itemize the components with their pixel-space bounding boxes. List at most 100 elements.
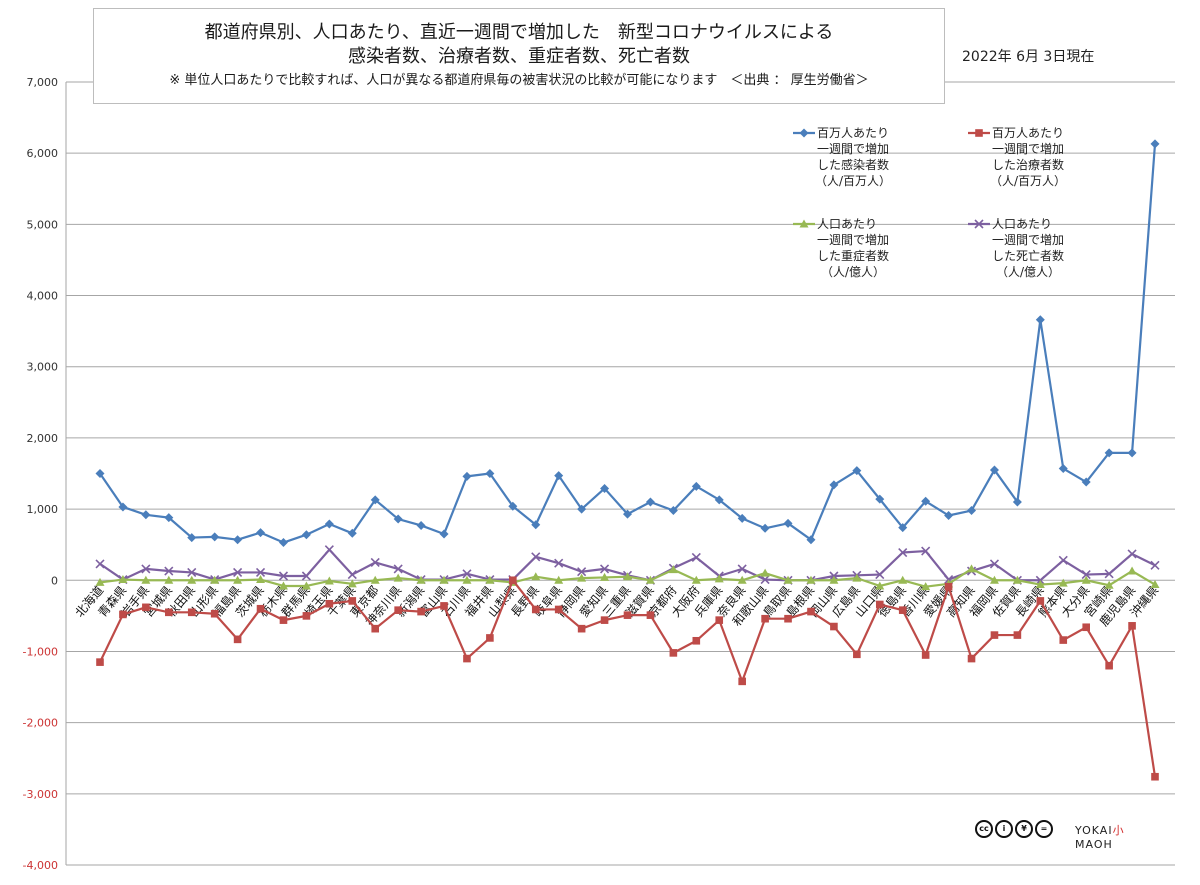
legend-label-line: した重症者数 [817,248,889,263]
data-point-square [256,604,265,613]
y-tick-label: -2,000 [23,717,58,730]
data-point-square [830,622,838,631]
data-point-square [440,602,448,610]
data-point-x-stroke [921,546,931,556]
data-point-square [1013,631,1022,639]
data-point-square [1105,661,1113,670]
data-point-triangle [531,572,541,581]
data-point-triangle [1150,580,1160,589]
data-point-triangle [164,575,174,584]
data-point-x [187,567,197,578]
legend-label-line: 百万人あたり [992,126,1064,140]
data-point-diamond [799,128,809,138]
data-point-x [599,564,610,574]
data-point-triangle [829,575,839,584]
data-point-triangle [691,575,701,584]
data-point-triangle [623,572,632,581]
data-point-x-stroke [691,552,701,563]
chart-series [95,139,1160,781]
y-tick-label: 1,000 [27,503,59,516]
data-point-triangle [1081,575,1091,584]
legend-label-line: （人/億人） [996,265,1060,279]
data-point-x-stroke [1127,549,1137,559]
y-tick-label: 2,000 [27,432,59,445]
data-point-square [417,607,425,616]
data-point-diamond [829,480,839,490]
legend-label-line: 一週間で増加 [817,233,889,247]
data-point-triangle [783,575,793,584]
series-2 [96,576,1159,781]
data-point-x [898,547,908,558]
data-point-square [348,597,357,605]
data-point-square [975,129,983,137]
data-point-diamond [645,497,655,507]
data-point-diamond [1150,139,1160,149]
data-point-diamond [95,469,105,478]
data-point-triangle [921,582,931,591]
data-point-x-stroke [278,571,289,581]
legend-label-line: 百万人あたり [817,126,889,140]
chart-title-box: 都道府県別、人口あたり、直近一週間で増加した 新型コロナウイルスによる 感染者数… [93,8,945,104]
data-point-x [577,567,587,577]
data-point-triangle [714,574,724,583]
data-point-square [165,608,173,617]
y-tick-label: -4,000 [23,859,58,872]
data-point-x [737,564,747,574]
data-point-x [164,566,174,576]
data-point-triangle [799,219,809,228]
data-point-diamond [714,495,724,505]
chart-title-line2: 感染者数、治療者数、重症者数、死亡者数 [348,46,690,67]
data-point-triangle [416,575,426,584]
data-point-triangle [1127,566,1137,575]
data-point-x-stroke [1081,570,1091,580]
data-point-triangle [967,564,977,573]
data-point-diamond [370,495,380,505]
data-point-diamond [852,466,862,476]
data-point-triangle [439,575,449,584]
data-point-diamond [508,501,518,511]
data-point-triangle [989,575,999,584]
data-point-diamond [898,523,908,533]
data-point-x-stroke [989,559,1000,569]
data-point-triangle [347,579,357,588]
data-point-diamond [668,506,678,516]
data-point-x-stroke [95,559,105,569]
data-point-diamond [989,465,999,475]
data-point-square [853,650,861,659]
data-point-x [875,570,885,580]
y-tick-label: 6,000 [27,147,59,160]
data-point-diamond [875,494,885,504]
data-point-square [944,582,953,591]
data-point-x-stroke [875,570,885,580]
data-point-x [554,558,564,568]
data-point-x-stroke [141,564,151,574]
data-point-square [692,636,701,645]
data-point-x-stroke [301,571,311,581]
legend-label-line: 人口あたり [817,217,877,231]
data-point-square [210,609,219,618]
logo-text-suffix: MAOH [1075,838,1113,851]
logo-text: YOKAI小MAOH [1075,822,1160,851]
data-point-diamond [462,471,472,481]
data-point-x [370,557,380,568]
data-point-square [1036,597,1045,605]
data-point-x [974,219,984,229]
data-point-x-stroke [898,547,908,558]
data-point-diamond [806,535,816,545]
data-point-x [347,570,357,580]
data-point-x-stroke [1104,569,1114,579]
legend-label-line: 一週間で増加 [992,142,1064,156]
legend-label-line: した死亡者数 [992,248,1064,263]
data-point-triangle [898,575,908,584]
data-point-triangle [95,577,105,586]
data-point-triangle [737,575,747,584]
data-point-square [761,614,769,623]
data-point-square [142,603,150,612]
data-point-diamond [439,529,449,539]
data-point-x [1081,570,1091,580]
data-point-x-stroke [164,566,174,576]
